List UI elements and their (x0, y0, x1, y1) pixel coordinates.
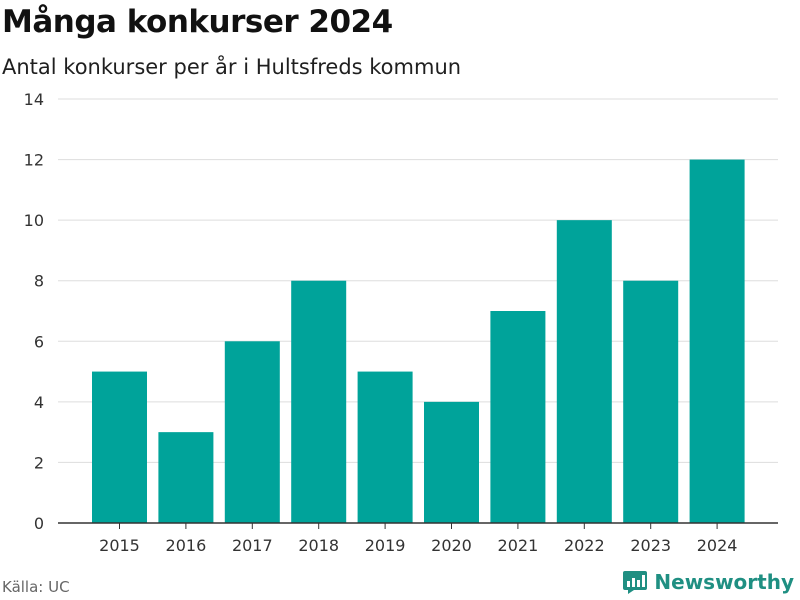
brand-logo: Newsworthy (622, 569, 794, 595)
bar-2018 (291, 280, 347, 523)
source-note: Källa: UC (2, 578, 70, 596)
x-tick-label: 2019 (365, 536, 406, 555)
y-axis-ticks: 0 2 4 6 8 10 12 14 (24, 90, 44, 533)
bar-2021 (490, 311, 546, 523)
newsworthy-icon (623, 571, 648, 594)
chart-subtitle: Antal konkurser per år i Hultsfreds komm… (2, 55, 462, 79)
bar-2015 (92, 371, 147, 523)
bar-2024 (689, 159, 745, 524)
y-tick-label: 8 (34, 272, 44, 291)
bar-2016 (158, 432, 214, 523)
bar-2022 (556, 220, 612, 523)
x-tick-label: 2022 (564, 536, 605, 555)
x-tick-label: 2016 (166, 536, 207, 555)
y-tick-label: 0 (34, 514, 44, 533)
chart-title: Många konkurser 2024 (2, 4, 393, 40)
bars (92, 159, 745, 524)
brand-name: Newsworthy (654, 570, 794, 594)
bar-2020 (424, 401, 479, 523)
x-tick-label: 2017 (232, 536, 273, 555)
y-tick-label: 12 (24, 151, 44, 170)
y-tick-label: 2 (34, 453, 44, 472)
bar-2017 (224, 341, 280, 523)
y-tick-label: 4 (34, 393, 44, 412)
x-tick-label: 2023 (630, 536, 671, 555)
bar-2023 (623, 280, 679, 523)
x-tick-label: 2020 (431, 536, 472, 555)
bar-2019 (357, 371, 413, 523)
x-tick-label: 2018 (298, 536, 339, 555)
x-axis-ticks: 2015 2016 2017 2018 2019 2020 2021 2022 2023 2024 (99, 523, 737, 555)
x-tick-label: 2015 (99, 536, 140, 555)
y-tick-label: 14 (24, 90, 44, 109)
y-tick-label: 10 (24, 211, 44, 230)
y-tick-label: 6 (34, 332, 44, 351)
x-tick-label: 2021 (498, 536, 539, 555)
x-tick-label: 2024 (697, 536, 738, 555)
